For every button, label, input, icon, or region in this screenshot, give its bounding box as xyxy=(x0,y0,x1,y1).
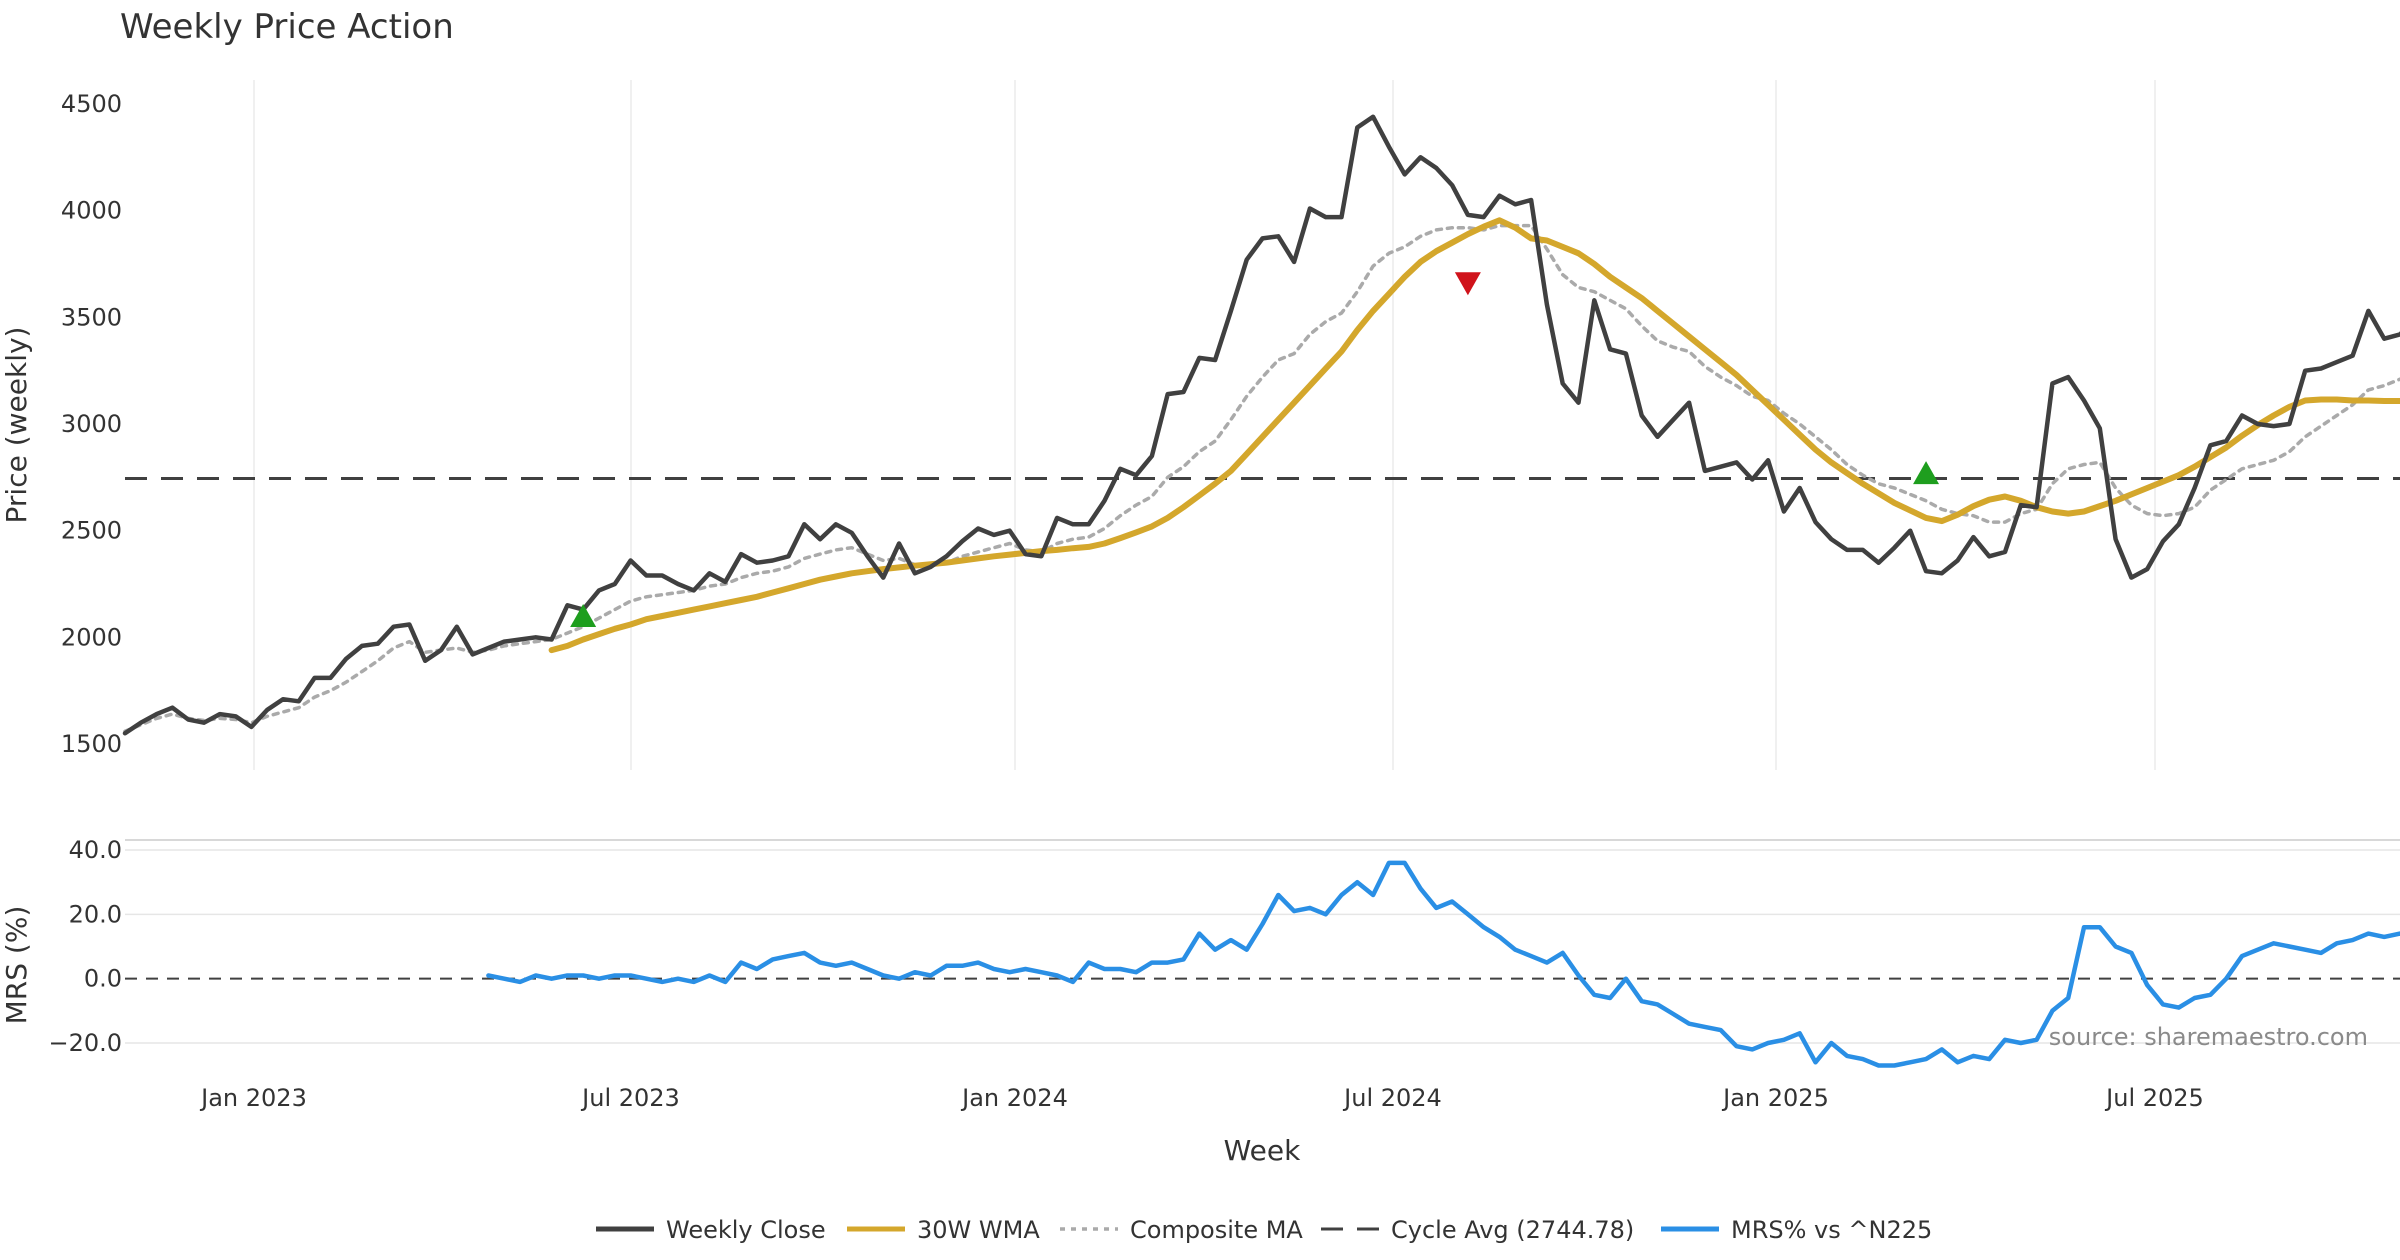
legend-label: MRS% vs ^N225 xyxy=(1731,1216,1932,1244)
series-mrs-vs-n225 xyxy=(486,860,2400,1068)
price-gridlines xyxy=(253,80,2156,770)
x-tick-label: Jan 2024 xyxy=(960,1084,1068,1112)
mrs-series-group xyxy=(486,860,2400,1068)
x-tick-label: Jul 2024 xyxy=(1342,1084,1442,1112)
price-y-tick-label: 3000 xyxy=(61,410,122,438)
source-note: source: sharemaestro.com xyxy=(2049,1023,2368,1051)
mrs-y-tick-label: 0.0 xyxy=(84,965,122,993)
price-y-tick-label: 1500 xyxy=(61,730,122,758)
price-y-tick-label: 4000 xyxy=(61,197,122,225)
price-y-tick-label: 4500 xyxy=(61,90,122,118)
legend-label: 30W WMA xyxy=(917,1216,1040,1244)
legend: Weekly Close 30W WMA Composite MA Cycle Avg… xyxy=(596,1216,1932,1244)
buy-signal-marker xyxy=(570,604,597,627)
sell-signal-marker xyxy=(1454,272,1481,296)
price-y-ticks: 1500 2000 2500 3000 3500 4000 4500 xyxy=(61,90,122,758)
series-30w-wma xyxy=(548,217,2400,654)
mrs-y-ticks: 40.0 20.0 0.0 −20.0 xyxy=(48,836,122,1057)
x-tick-label: Jan 2023 xyxy=(199,1084,307,1112)
buy-signal-marker xyxy=(1913,461,1940,485)
price-series-group xyxy=(122,114,2400,736)
x-tick-label: Jan 2025 xyxy=(1721,1084,1829,1112)
x-ticks: Jan 2023 Jul 2023 Jan 2024 Jul 2024 Jan 2025… xyxy=(199,1084,2204,1112)
mrs-y-tick-label: 40.0 xyxy=(69,836,122,864)
price-y-tick-label: 3500 xyxy=(61,303,122,331)
price-y-tick-label: 2500 xyxy=(61,517,122,545)
mrs-y-axis-title: MRS (%) xyxy=(0,906,33,1025)
series-composite-ma xyxy=(123,223,2400,733)
mrs-y-tick-label: 20.0 xyxy=(69,900,122,928)
chart-title: Weekly Price Action xyxy=(120,7,454,47)
x-axis-title: Week xyxy=(1224,1134,1301,1167)
series-weekly-close xyxy=(122,114,2400,736)
signal-markers xyxy=(570,272,1940,627)
price-y-axis-title: Price (weekly) xyxy=(0,327,33,524)
mrs-y-tick-label: −20.0 xyxy=(48,1029,122,1057)
x-tick-label: Jul 2025 xyxy=(2104,1084,2204,1112)
legend-label: Weekly Close xyxy=(666,1216,826,1244)
x-tick-label: Jul 2023 xyxy=(580,1084,680,1112)
legend-label: Composite MA xyxy=(1130,1216,1303,1244)
legend-label: Cycle Avg (2744.78) xyxy=(1391,1216,1634,1244)
price-y-tick-label: 2000 xyxy=(61,623,122,651)
